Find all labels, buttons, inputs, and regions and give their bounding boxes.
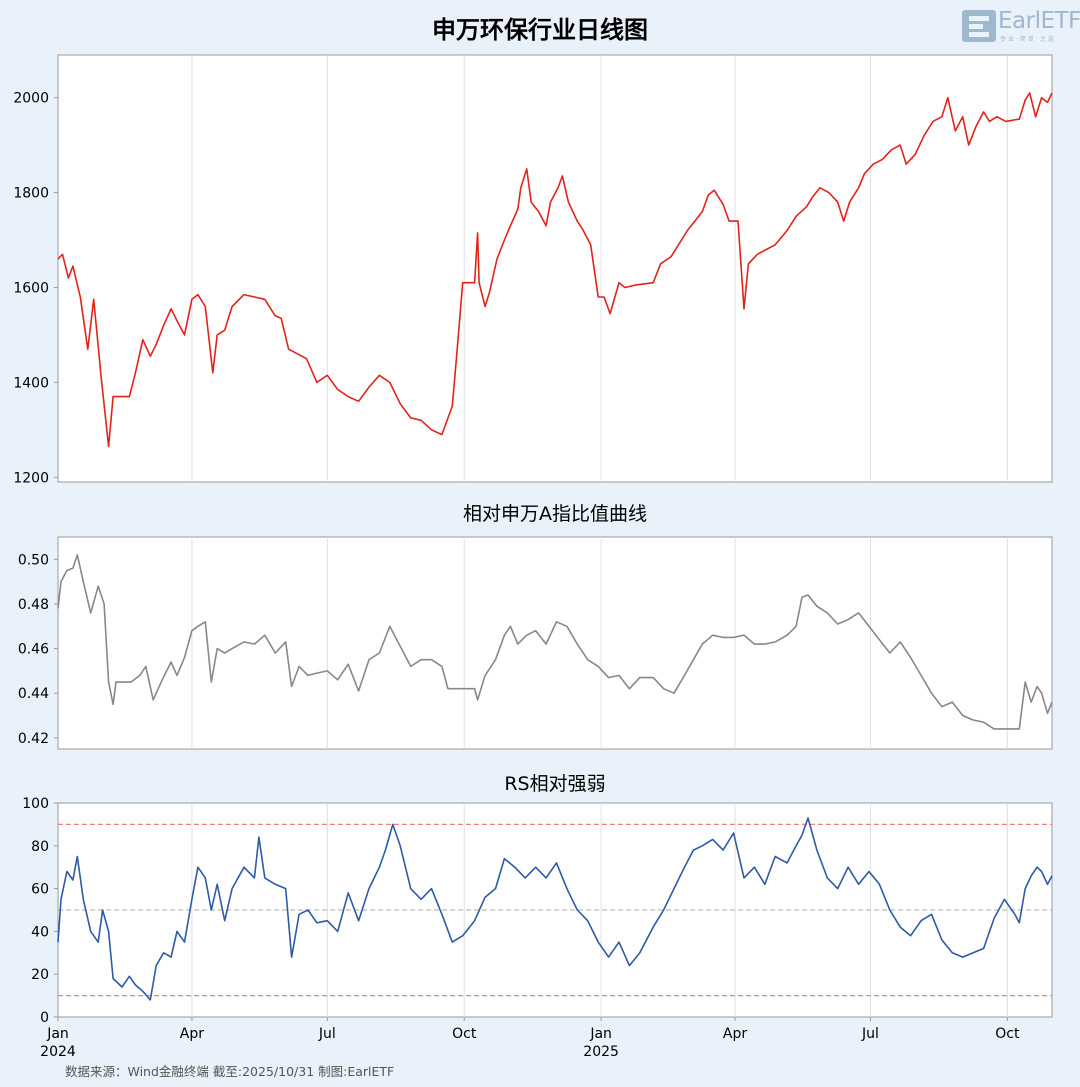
xtick-label: Jul — [861, 1026, 879, 1042]
rs-panel-title: RS相对强弱 — [504, 773, 606, 795]
price-series-line — [57, 92, 1053, 448]
ratio-panel: 0.42 0.44 0.46 0.48 0.50 — [18, 536, 1053, 750]
price-ytick-label: 2000 — [13, 91, 49, 107]
xtick-label: Jan — [589, 1026, 612, 1042]
rs-series-line — [57, 817, 1053, 1001]
ratio-ytick-label: 0.50 — [18, 552, 49, 568]
logo-subtext: 专业·简单·之选 — [1000, 36, 1056, 43]
xtick-year-label: 2025 — [583, 1044, 619, 1060]
logo-text: EarlETF — [998, 8, 1080, 34]
xtick-label: Jan — [46, 1026, 69, 1042]
price-ytick-label: 1600 — [13, 280, 49, 296]
rs-ytick-label: 80 — [31, 839, 49, 855]
ratio-ytick-label: 0.48 — [18, 597, 49, 613]
ratio-panel-title: 相对申万A指比值曲线 — [463, 503, 647, 525]
ratio-ytick-label: 0.46 — [18, 642, 49, 658]
xtick-label: Oct — [452, 1026, 477, 1042]
xtick-label: Oct — [995, 1026, 1020, 1042]
xtick-label: Apr — [723, 1026, 747, 1042]
earletf-logo: EarlETF 专业·简单·之选 — [962, 8, 1080, 44]
xtick-label: Jul — [318, 1026, 336, 1042]
xtick-label: Apr — [180, 1026, 204, 1042]
price-ytick-label: 1200 — [13, 470, 49, 486]
price-ytick-label: 1400 — [13, 375, 49, 391]
rs-ytick-label: 0 — [40, 1010, 49, 1026]
chart-title: 申万环保行业日线图 — [432, 16, 648, 44]
rs-ytick-label: 20 — [31, 967, 49, 983]
rs-ytick-label: 100 — [22, 796, 49, 812]
price-plot-area — [57, 54, 1053, 483]
xtick-year-label: 2024 — [40, 1044, 76, 1060]
rs-panel: 0 20 40 60 80 100 — [22, 796, 1053, 1026]
ratio-plot-area — [57, 536, 1053, 750]
ratio-ytick-label: 0.42 — [18, 731, 49, 747]
ratio-series-line — [57, 554, 1053, 730]
logo-mark-icon — [962, 10, 996, 42]
ratio-ytick-label: 0.44 — [18, 686, 49, 702]
rs-ytick-label: 40 — [31, 924, 49, 940]
price-panel: 1200 1400 1600 1800 2000 — [13, 54, 1053, 486]
source-footnote: 数据来源：Wind金融终端 截至:2025/10/31 制图:EarlETF — [65, 1064, 395, 1079]
rs-ytick-label: 60 — [31, 882, 49, 898]
price-ytick-label: 1800 — [13, 186, 49, 202]
